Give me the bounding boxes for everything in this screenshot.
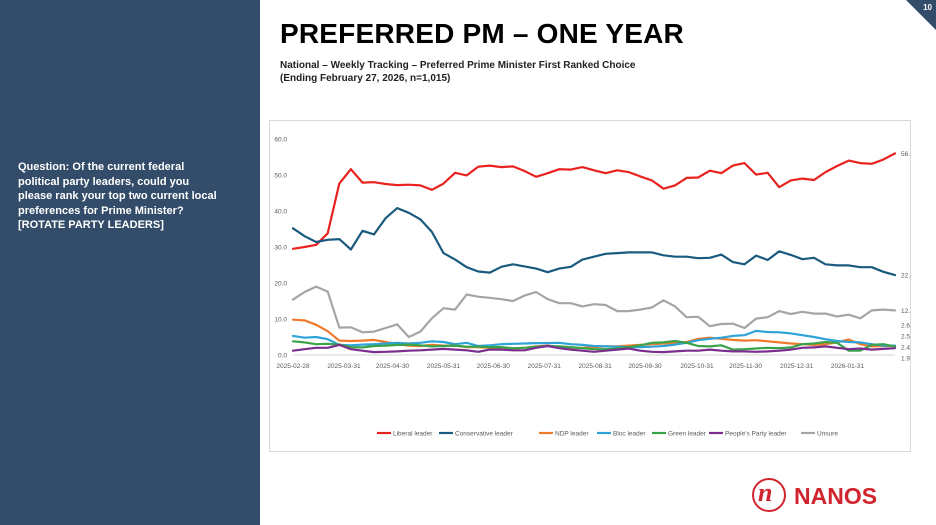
- nanos-logo: n NANOS: [752, 478, 892, 518]
- series-end-value-label: 2.6: [901, 323, 910, 330]
- page-number-badge: [906, 0, 936, 30]
- series-end-value-label: 22.2: [901, 273, 910, 280]
- chart-axes: 0.0 10.0 20.0 30.0 40.0 50.0 60.0 2025-02-28 202…: [274, 137, 895, 370]
- subtitle-line-1: National – Weekly Tracking – Preferred P…: [280, 60, 636, 71]
- page-subtitle: National – Weekly Tracking – Preferred P…: [280, 59, 636, 85]
- series-end-value-label: 1.9: [901, 356, 910, 363]
- page-number: 10: [923, 3, 932, 12]
- page-title: PREFERRED PM – ONE YEAR: [280, 18, 684, 49]
- chart-frame: 0.0 10.0 20.0 30.0 40.0 50.0 60.0 2025-02-28 202…: [269, 120, 914, 452]
- y-tick-label: 0.0: [278, 353, 287, 360]
- nanos-logo-mark: n: [758, 478, 773, 507]
- y-tick-label: 60.0: [274, 137, 287, 144]
- legend-label: Bloc leader: [613, 431, 646, 438]
- legend-label: Conservative leader: [455, 431, 514, 438]
- y-tick-label: 30.0: [274, 245, 287, 252]
- x-tick-label: 2025-08-31: [579, 363, 613, 370]
- left-sidebar-panel: Question: Of the current federal politic…: [0, 0, 260, 525]
- series-line-people-s-party-leader: [291, 343, 897, 354]
- series-end-value-label: 12.4: [901, 308, 910, 315]
- chart-series-lines: [291, 152, 897, 354]
- legend-label: Green leader: [668, 431, 707, 438]
- chart-end-labels: 56.0 22.2 12.4 2.6 2.5 2.4 1.9: [901, 151, 914, 363]
- x-tick-label: 2025-04-30: [376, 363, 410, 370]
- preferred-pm-line-chart: 0.0 10.0 20.0 30.0 40.0 50.0 60.0 2025-02-28 202…: [274, 137, 914, 438]
- series-line-unsure: [291, 285, 897, 339]
- legend-label: Unsure: [817, 431, 838, 438]
- x-tick-label: 2025-12-31: [780, 363, 814, 370]
- x-tick-label: 2025-10-31: [680, 363, 714, 370]
- series-end-value-label: 56.0: [901, 151, 910, 158]
- series-line-liberal-leader: [291, 152, 897, 250]
- legend-label: NDP leader: [555, 431, 589, 438]
- x-tick-label: 2026-01-31: [831, 363, 865, 370]
- y-tick-label: 20.0: [274, 281, 287, 288]
- y-tick-label: 40.0: [274, 209, 287, 216]
- series-end-value-label: 2.4: [901, 345, 910, 352]
- series-line-green-leader: [291, 339, 897, 352]
- y-tick-label: 50.0: [274, 173, 287, 180]
- subtitle-line-2: (Ending February 27, 2026, n=1,015): [280, 73, 451, 84]
- series-line-bloc-leader: [291, 329, 897, 349]
- x-tick-label: 2025-05-31: [427, 363, 461, 370]
- x-tick-label: 2025-07-31: [528, 363, 562, 370]
- x-tick-label: 2025-09-30: [628, 363, 662, 370]
- x-tick-label: 2025-03-31: [327, 363, 361, 370]
- chart-legend: Liberal leader Conservative leader NDP lea…: [377, 431, 838, 438]
- legend-label: Liberal leader: [393, 431, 433, 438]
- x-tick-label: 2025-02-28: [276, 363, 310, 370]
- series-end-value-label: 2.5: [901, 334, 910, 341]
- x-tick-label: 2025-06-30: [477, 363, 511, 370]
- x-tick-label: 2025-11-30: [729, 363, 762, 370]
- nanos-logo-text: NANOS: [794, 483, 878, 509]
- series-line-conservative-leader: [291, 206, 897, 277]
- nanos-logo-circle: [752, 478, 786, 512]
- legend-label: People's Party leader: [725, 431, 787, 438]
- survey-question: Question: Of the current federal politic…: [18, 161, 217, 231]
- y-tick-label: 10.0: [274, 317, 287, 324]
